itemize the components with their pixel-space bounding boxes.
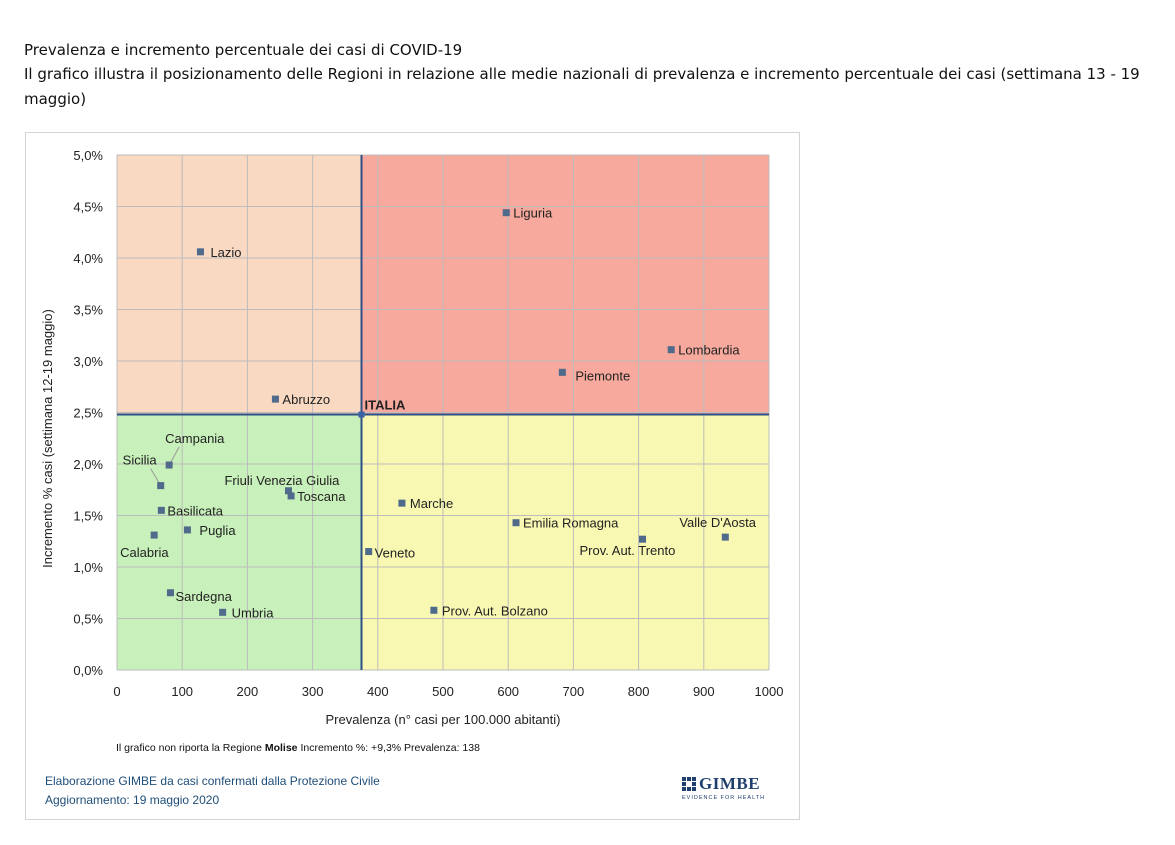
note-region: Molise	[264, 742, 298, 754]
data-label: Valle D'Aosta	[679, 515, 756, 530]
reference-marker	[358, 411, 365, 418]
y-axis-ticks: 0,0% 0,5% 1,0% 1,5% 2,0% 2,5% 3,0% 3,5% 4,0% 4,5%…	[73, 148, 103, 678]
x-tick-label: 800	[628, 684, 650, 699]
data-point	[183, 526, 191, 534]
data-label: Umbria	[232, 605, 275, 620]
data-point	[157, 482, 165, 490]
data-label: Puglia	[199, 523, 236, 538]
data-label: Liguria	[513, 206, 553, 221]
x-tick-label: 900	[693, 684, 715, 699]
data-label: Lazio	[210, 245, 241, 260]
x-tick-label: 600	[497, 684, 519, 699]
data-label: Marche	[410, 496, 453, 511]
data-point	[721, 533, 729, 541]
y-tick-label: 1,5%	[73, 509, 103, 524]
page-description: Il grafico illustra il posizionamento de…	[24, 65, 1140, 108]
data-point	[165, 461, 173, 469]
logo-tagline: EVIDENCE FOR HEALTH	[682, 795, 766, 801]
y-tick-label: 3,5%	[73, 303, 103, 318]
x-tick-label: 1000	[755, 684, 784, 699]
x-axis-label: Prevalenza (n° casi per 100.000 abitanti…	[325, 712, 560, 727]
data-point	[196, 248, 204, 256]
y-tick-label: 5,0%	[73, 148, 103, 163]
x-tick-label: 400	[367, 684, 389, 699]
data-point	[512, 519, 520, 527]
data-labels: Liguria Lazio Lombardia Piemonte Abruzzo Camp…	[120, 206, 757, 621]
y-tick-label: 0,5%	[73, 612, 103, 627]
y-tick-label: 2,0%	[73, 457, 103, 472]
x-tick-label: 300	[302, 684, 324, 699]
chart-credits: Elaborazione GIMBE da casi confermati da…	[45, 772, 380, 810]
data-label: Calabria	[120, 545, 169, 560]
molise-note: Il grafico non riporta la Regione Molise…	[116, 742, 480, 754]
page-header: Prevalenza e incremento percentuale dei …	[24, 38, 1159, 112]
data-point	[287, 492, 295, 500]
y-tick-label: 1,0%	[73, 560, 103, 575]
data-point	[639, 535, 647, 543]
data-label: Friuli Venezia Giulia	[224, 473, 340, 488]
national-average-lines	[117, 155, 769, 670]
x-tick-label: 200	[237, 684, 259, 699]
data-points	[150, 209, 729, 616]
y-tick-label: 4,5%	[73, 200, 103, 215]
y-tick-label: 0,0%	[73, 663, 103, 678]
data-label: Piemonte	[575, 368, 630, 383]
data-label: Sardegna	[175, 589, 232, 604]
note-text-before: Il grafico non riporta la Regione	[116, 742, 265, 754]
y-tick-label: 4,0%	[73, 251, 103, 266]
data-label: Sicilia	[123, 453, 158, 468]
x-tick-label: 500	[432, 684, 454, 699]
x-axis-ticks: 0 100 200 300 400 500 600 700 800 900 1000	[113, 684, 783, 699]
y-tick-label: 3,0%	[73, 354, 103, 369]
data-point	[558, 368, 566, 376]
data-point	[166, 589, 174, 597]
quadrant-bottom-left	[117, 414, 362, 670]
quadrant-backgrounds	[117, 155, 769, 670]
data-point	[271, 395, 279, 403]
x-tick-label: 0	[113, 684, 120, 699]
data-point	[398, 499, 406, 507]
credits-updated: Aggiornamento: 19 maggio 2020	[45, 793, 220, 807]
data-label: Prov. Aut. Trento	[580, 543, 676, 558]
data-point	[219, 608, 227, 616]
x-tick-label: 100	[171, 684, 193, 699]
y-axis-label: Incremento % casi (settimana 12-19 maggi…	[40, 309, 55, 568]
data-label: Campania	[165, 431, 225, 446]
logo-name: GIMBE	[699, 774, 761, 793]
data-label: Basilicata	[167, 503, 223, 518]
gimbe-grid-icon	[682, 777, 696, 791]
data-point	[365, 548, 373, 556]
credits-source: Elaborazione GIMBE da casi confermati da…	[45, 774, 380, 788]
data-point	[667, 346, 675, 354]
data-point	[157, 506, 165, 514]
data-label: Veneto	[375, 546, 416, 561]
data-label: Prov. Aut. Bolzano	[442, 603, 548, 618]
quadrant-bottom-right	[361, 414, 769, 670]
gimbe-logo: GIMBE EVIDENCE FOR HEALTH	[682, 774, 772, 804]
data-label: Abruzzo	[282, 392, 330, 407]
data-label: Lombardia	[678, 343, 740, 358]
note-text-after: Incremento %: +9,3% Prevalenza: 138	[297, 742, 480, 754]
data-label: Toscana	[297, 489, 346, 504]
data-point	[430, 606, 438, 614]
data-label: Emilia Romagna	[523, 516, 619, 531]
x-tick-label: 700	[563, 684, 585, 699]
data-point	[284, 487, 292, 495]
chart-gridlines	[116, 154, 770, 671]
y-tick-label: 2,5%	[73, 406, 103, 421]
data-point	[502, 209, 510, 217]
reference-label: ITALIA	[365, 398, 407, 413]
page-title: Prevalenza e incremento percentuale dei …	[24, 41, 463, 59]
quadrant-top-left	[117, 155, 362, 415]
data-point	[150, 531, 158, 539]
